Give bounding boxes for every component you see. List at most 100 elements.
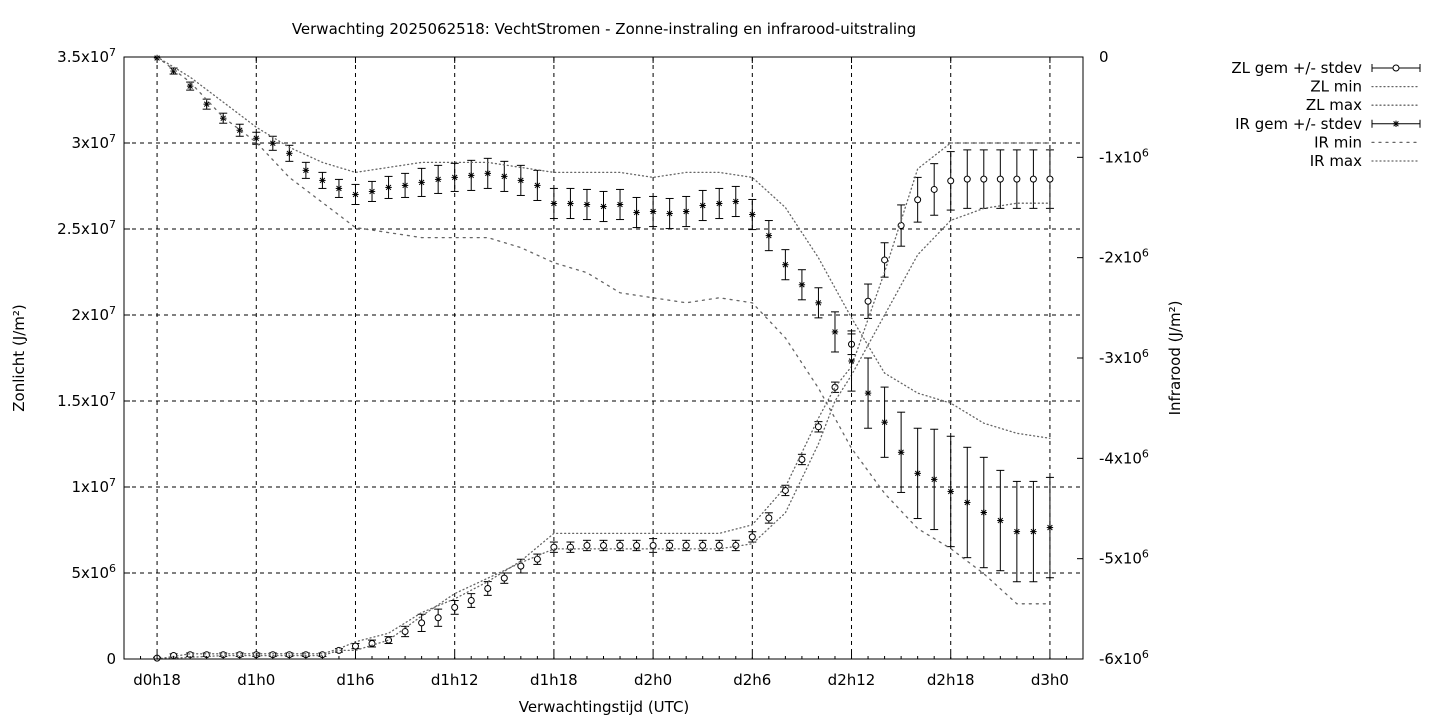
legend-marker — [1392, 120, 1400, 127]
point-ir-gem-stdev — [633, 209, 640, 216]
point-zl-gem-stdev — [881, 256, 889, 264]
point-zl-gem-stdev — [616, 541, 624, 549]
point-ir-gem-stdev — [236, 127, 243, 134]
point-ir-gem-stdev — [567, 200, 574, 207]
point-zl-gem-stdev — [351, 642, 359, 650]
y-tick-label: 3x107 — [71, 132, 116, 152]
point-ir-gem-stdev — [716, 200, 723, 207]
point-ir-gem-stdev — [964, 499, 971, 506]
point-ir-gem-stdev — [220, 115, 227, 122]
point-zl-gem-stdev — [566, 543, 574, 551]
point-ir-gem-stdev — [749, 211, 756, 218]
point-zl-gem-stdev — [633, 541, 641, 549]
y-tick-label: 2x107 — [71, 304, 116, 324]
point-ir-gem-stdev — [352, 191, 359, 198]
y-axis-title: Zonlicht (J/m²) — [10, 304, 28, 412]
point-zl-gem-stdev — [682, 541, 690, 549]
point-ir-gem-stdev — [782, 261, 789, 268]
point-ir-gem-stdev — [765, 232, 773, 239]
point-ir-gem-stdev — [468, 172, 475, 179]
point-zl-gem-stdev — [980, 175, 988, 183]
point-ir-gem-stdev — [385, 184, 392, 191]
point-zl-gem-stdev — [451, 603, 459, 611]
chart-title: Verwachting 2025062518: VechtStromen - Z… — [292, 20, 916, 38]
point-zl-gem-stdev — [1013, 175, 1021, 183]
point-zl-gem-stdev — [500, 574, 508, 582]
point-ir-gem-stdev — [203, 100, 210, 108]
point-zl-gem-stdev — [434, 614, 442, 622]
point-ir-gem-stdev — [600, 203, 607, 210]
series-layer — [153, 54, 1054, 662]
point-zl-gem-stdev — [814, 423, 822, 431]
point-ir-gem-stdev — [368, 188, 376, 195]
point-ir-gem-stdev — [501, 173, 508, 180]
point-ir-gem-stdev — [253, 135, 260, 142]
legend-label: ZL min — [1310, 78, 1362, 96]
point-zl-gem-stdev — [418, 619, 426, 627]
plot-frame — [123, 56, 1084, 660]
y2-axis-title: Infrarood (J/m²) — [1166, 301, 1184, 416]
point-ir-gem-stdev — [286, 150, 293, 157]
point-zl-gem-stdev — [1046, 175, 1054, 183]
point-ir-gem-stdev — [997, 517, 1004, 524]
y2-tick-label: -1x106 — [1099, 146, 1149, 166]
y-tick-label: 0 — [106, 650, 116, 668]
legend-label: ZL max — [1306, 96, 1362, 114]
point-zl-gem-stdev — [467, 597, 475, 605]
point-zl-gem-stdev — [765, 514, 773, 522]
point-ir-gem-stdev — [815, 299, 822, 307]
x-axis-title: Verwachtingstijd (UTC) — [519, 698, 690, 716]
point-zl-gem-stdev — [864, 297, 872, 305]
y2-tick-label: -3x106 — [1099, 347, 1149, 367]
point-zl-gem-stdev — [996, 175, 1004, 183]
point-ir-gem-stdev — [517, 177, 525, 184]
point-zl-gem-stdev — [914, 196, 922, 204]
point-ir-gem-stdev — [798, 281, 806, 288]
point-ir-gem-stdev — [418, 179, 425, 186]
y2-tick-label: -2x106 — [1099, 247, 1149, 267]
point-zl-gem-stdev — [583, 541, 591, 549]
x-tick-label: d2h0 — [634, 671, 672, 689]
point-zl-gem-stdev — [666, 541, 674, 549]
point-zl-gem-stdev — [699, 541, 707, 549]
point-zl-gem-stdev — [930, 185, 938, 193]
point-ir-gem-stdev — [699, 202, 706, 209]
point-ir-gem-stdev — [319, 177, 326, 184]
point-ir-gem-stdev — [534, 182, 541, 189]
y-tick-label: 3.5x107 — [57, 46, 116, 66]
point-ir-gem-stdev — [831, 328, 839, 336]
y-tick-label: 2.5x107 — [57, 218, 116, 238]
axes: d0h18 d1h0 d1h6 d1h12 d1h18 d2h0 d2h6 d2h12 d2h1… — [57, 46, 1149, 689]
y-tick-label: 5x106 — [71, 562, 116, 582]
y2-tick-label: -6x106 — [1099, 648, 1149, 668]
x-tick-label: d1h0 — [237, 671, 275, 689]
point-ir-gem-stdev — [881, 419, 888, 426]
point-zl-gem-stdev — [963, 175, 971, 183]
legend-label: IR min — [1314, 133, 1362, 151]
x-tick-label: d1h6 — [336, 671, 374, 689]
point-zl-gem-stdev — [649, 541, 657, 549]
x-tick-label: d0h18 — [133, 671, 181, 689]
point-zl-gem-stdev — [715, 541, 723, 549]
point-ir-gem-stdev — [1046, 524, 1054, 531]
point-zl-gem-stdev — [368, 640, 376, 648]
point-ir-gem-stdev — [947, 488, 954, 495]
point-ir-gem-stdev — [550, 200, 558, 207]
grid — [124, 56, 1083, 660]
y2-tick-label: -4x106 — [1099, 447, 1149, 467]
point-ir-gem-stdev — [649, 208, 657, 215]
point-ir-gem-stdev — [930, 476, 938, 483]
x-tick-label: d2h18 — [927, 671, 975, 689]
point-zl-gem-stdev — [947, 177, 955, 185]
legend-label: IR max — [1310, 152, 1362, 170]
x-tick-label: d2h12 — [828, 671, 876, 689]
x-tick-label: d3h0 — [1031, 671, 1069, 689]
point-ir-gem-stdev — [732, 198, 739, 205]
series-ir-min-line — [156, 56, 1051, 605]
point-zl-gem-stdev — [401, 627, 409, 635]
point-ir-gem-stdev — [980, 509, 987, 516]
x-tick-label: d1h12 — [431, 671, 479, 689]
y2-tick-label: -5x106 — [1099, 548, 1149, 568]
point-ir-gem-stdev — [682, 208, 690, 215]
